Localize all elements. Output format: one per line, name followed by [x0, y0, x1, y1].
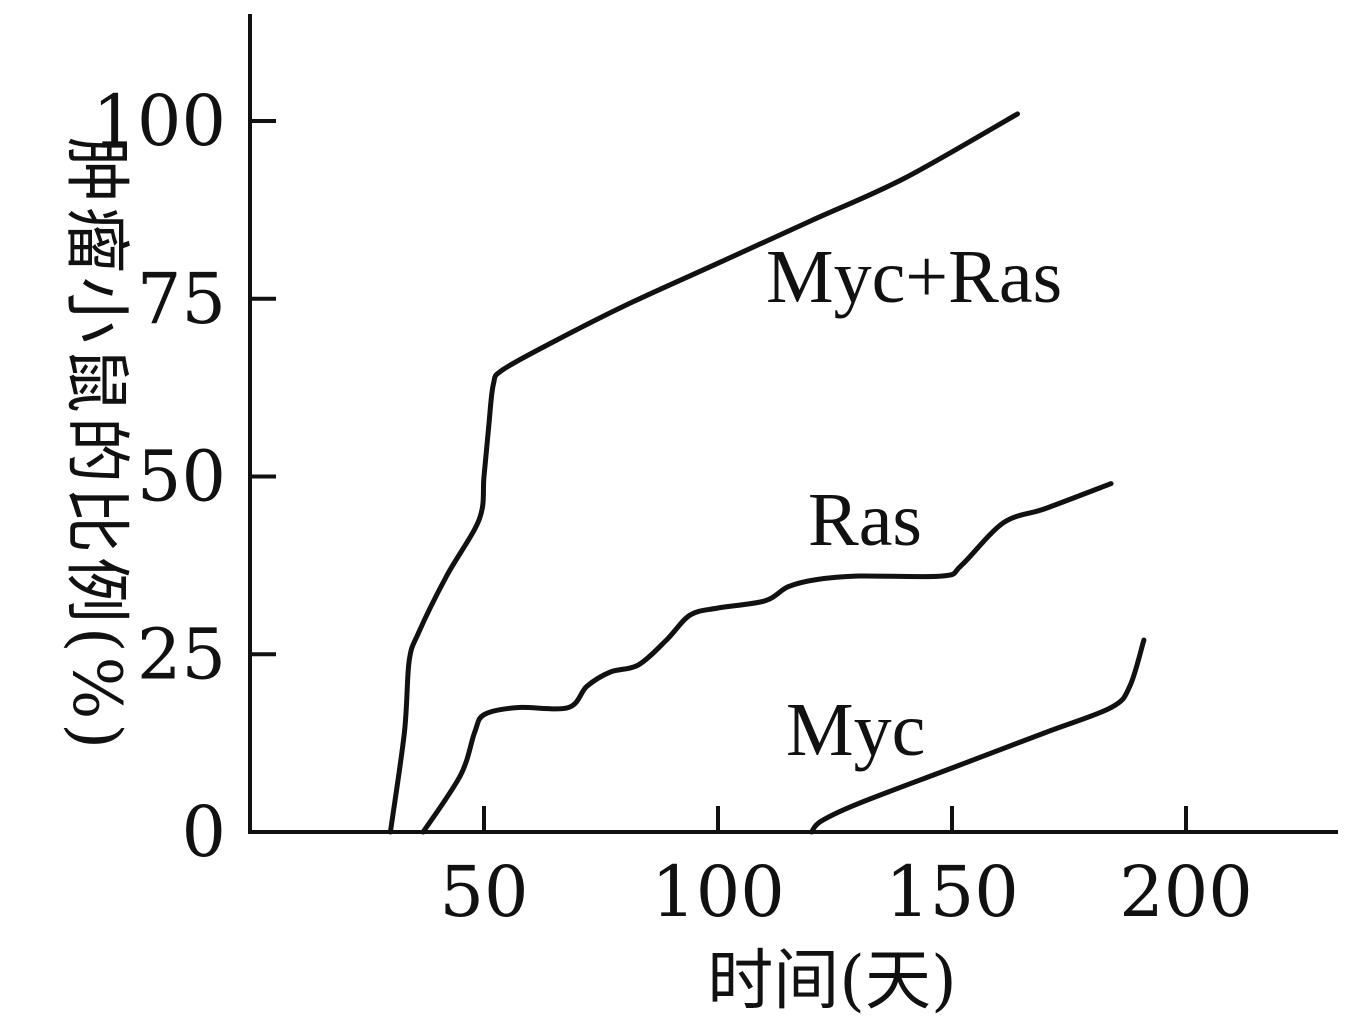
series-label-myc-ras: Myc+Ras	[766, 235, 1062, 319]
series-label-myc: Myc	[786, 688, 925, 772]
y-tick-label: 25	[137, 613, 226, 695]
x-tick-label: 200	[1119, 851, 1253, 933]
series-label-ras: Ras	[808, 478, 922, 562]
y-axis-label: 肿瘤小鼠的比例(%)	[58, 137, 135, 753]
series-line-ras	[420, 481, 1114, 835]
series-line-myc	[809, 637, 1147, 835]
x-tick-label: 100	[651, 851, 785, 933]
series-line-myc-ras	[387, 111, 1020, 835]
y-tick-label: 75	[137, 258, 226, 340]
x-tick-label: 50	[439, 851, 528, 933]
y-tick-label: 100	[92, 80, 226, 162]
x-tick-label: 150	[885, 851, 1019, 933]
y-tick-label: 0	[181, 791, 226, 873]
y-tick-label: 50	[137, 436, 226, 518]
x-axis-label: 时间(天)	[707, 942, 957, 1019]
